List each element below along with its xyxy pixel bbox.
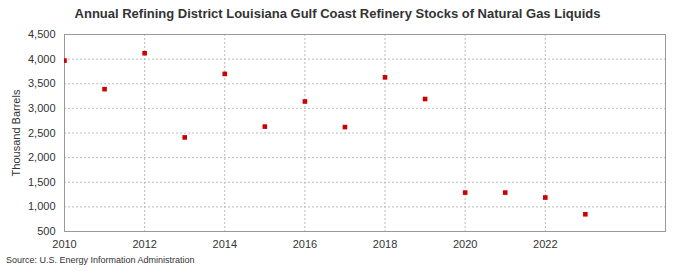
- svg-text:2020: 2020: [453, 238, 477, 250]
- svg-text:2016: 2016: [293, 238, 317, 250]
- svg-text:2012: 2012: [132, 238, 156, 250]
- svg-text:2010: 2010: [52, 238, 76, 250]
- svg-text:Thousand Barrels: Thousand Barrels: [10, 89, 22, 176]
- svg-text:1,000: 1,000: [28, 200, 56, 212]
- svg-text:4,500: 4,500: [28, 28, 56, 40]
- svg-text:2,500: 2,500: [28, 127, 56, 139]
- svg-text:2,000: 2,000: [28, 151, 56, 163]
- svg-text:1,500: 1,500: [28, 176, 56, 188]
- svg-text:2014: 2014: [213, 238, 237, 250]
- svg-text:4,000: 4,000: [28, 53, 56, 65]
- svg-text:3,500: 3,500: [28, 77, 56, 89]
- svg-text:2018: 2018: [373, 238, 397, 250]
- html-text:Source: U.S. Energy Informatio: Source: U.S. Energy Information Administ…: [6, 255, 195, 265]
- svg-text:3,000: 3,000: [28, 102, 56, 114]
- svg-text:500: 500: [37, 225, 55, 237]
- svg-text:2022: 2022: [533, 238, 557, 250]
- html-text:Annual Refining District Louis: Annual Refining District Louisiana Gulf …: [74, 6, 601, 21]
